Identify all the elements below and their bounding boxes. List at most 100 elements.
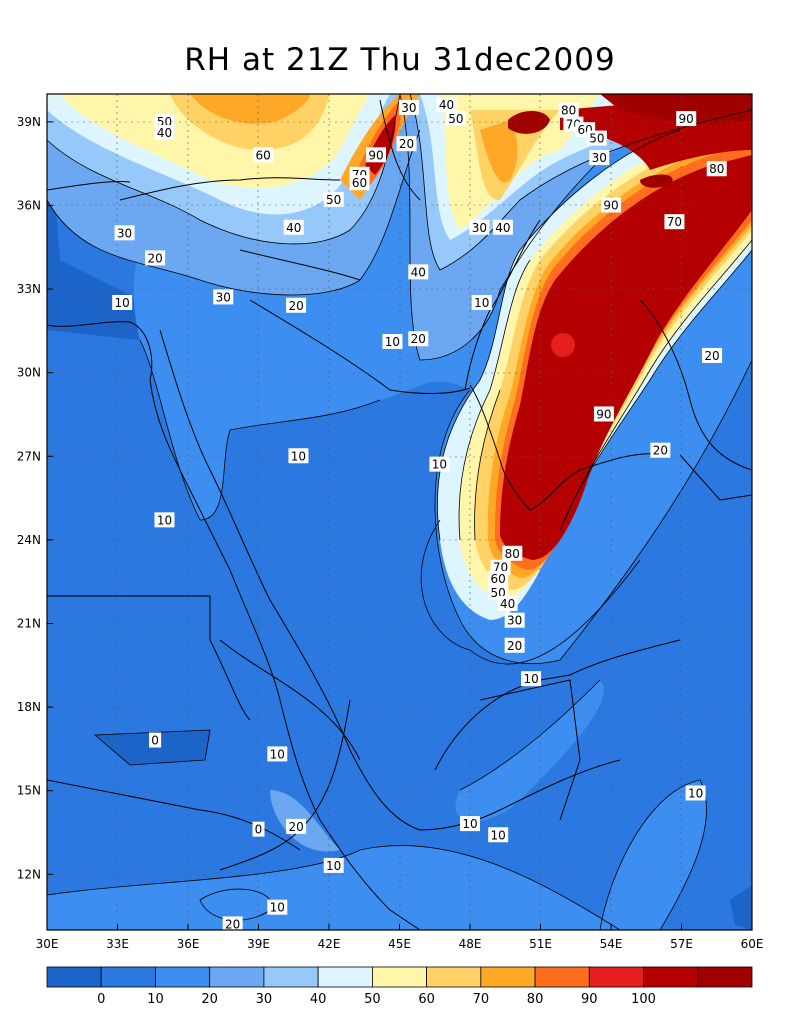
- contour-label-background: [288, 448, 309, 464]
- contour-label-background: [445, 111, 466, 127]
- contour-label: 50: [326, 193, 341, 207]
- x-tick-label: 51E: [529, 937, 552, 951]
- contour-label: 20: [288, 299, 303, 313]
- contour-label: 10: [474, 296, 489, 310]
- contour-label-background: [286, 297, 307, 313]
- contour-label: 10: [523, 672, 538, 686]
- contour-label-background: [492, 219, 513, 235]
- contour-label: 20: [653, 444, 668, 458]
- contour-label: 60: [491, 572, 506, 586]
- rh-region-0: [730, 885, 752, 930]
- rh-region-10-20: [47, 845, 620, 930]
- contour-label-background: [267, 899, 288, 915]
- rh-region-iran-100: [508, 111, 550, 134]
- contour-label-background: [460, 816, 480, 832]
- contour-label: 0: [255, 823, 263, 837]
- contour-label: 20: [704, 349, 719, 363]
- contour-label: 20: [288, 820, 303, 834]
- contour-label: 70: [667, 215, 682, 229]
- contour-label-background: [504, 612, 525, 628]
- rh-region-0: [47, 94, 140, 340]
- rh-region-70-80: [190, 94, 310, 124]
- colorbar-label: 60: [418, 992, 435, 1007]
- x-tick-label: 39E: [247, 937, 270, 951]
- colorbar-swatch: [209, 966, 265, 988]
- x-tick-label: 42E: [318, 937, 341, 951]
- contour-label-background: [685, 785, 706, 801]
- colorbar-label: 20: [201, 992, 218, 1007]
- colorbar-swatch: [100, 966, 156, 988]
- colorbar-label: 40: [310, 992, 327, 1007]
- colorbar-swatch: [46, 966, 102, 988]
- contour-label: 20: [507, 639, 522, 653]
- contour-label-background: [429, 456, 450, 472]
- contour-label: 20: [399, 137, 414, 151]
- chart-title: RH at 21Z Thu 31dec2009: [184, 42, 616, 78]
- contour-label-background: [398, 99, 419, 115]
- contour-label: 10: [291, 449, 306, 463]
- contour-label: 10: [385, 335, 400, 349]
- colorbar-swatch: [155, 966, 211, 988]
- contour-label: 30: [592, 151, 607, 165]
- contour-label: 30: [401, 101, 416, 115]
- contour-label-background: [267, 746, 288, 762]
- contour-label-background: [154, 125, 175, 141]
- contour-label-background: [408, 264, 429, 280]
- y-tick-label: 33N: [17, 282, 41, 296]
- colorbar-label: 90: [581, 992, 598, 1007]
- colorbar-swatch: [697, 966, 753, 988]
- x-tick-label: 30E: [36, 937, 59, 951]
- contour-label: 20: [411, 332, 426, 346]
- contour-label-background: [488, 570, 509, 586]
- contour-label: 10: [270, 747, 285, 761]
- y-tick-label: 15N: [17, 784, 41, 798]
- colorbar-label: 50: [364, 992, 381, 1007]
- contour-label-background: [222, 916, 243, 930]
- coastlines-and-borders: [47, 99, 752, 930]
- colorbar-label: 10: [147, 992, 164, 1007]
- contour-label-background: [154, 512, 175, 528]
- contour-label-background: [253, 147, 274, 163]
- colorbar-label: 100: [631, 992, 656, 1007]
- contour-label-background: [488, 827, 509, 843]
- y-tick-label: 39N: [17, 115, 41, 129]
- contour-label: 20: [147, 251, 162, 265]
- contour-label: 10: [432, 458, 447, 472]
- colorbar: 0 10 20 30 40 50 60 70 80 90 100: [46, 966, 753, 1007]
- rh-region-iran-100: [551, 333, 575, 357]
- contour-label: 40: [439, 98, 454, 112]
- contour-label: 80: [561, 104, 576, 118]
- rh-region-10-20: [455, 680, 604, 822]
- contour-label-background: [283, 219, 304, 235]
- y-tick-label: 36N: [17, 198, 41, 212]
- contour-label: 10: [115, 296, 130, 310]
- contour-label-background: [471, 295, 492, 310]
- contour-label-background: [504, 637, 525, 653]
- contour-label: 90: [368, 148, 383, 162]
- y-tick-label: 21N: [17, 616, 41, 630]
- contour-label-background: [601, 197, 621, 213]
- contour-label-background: [286, 818, 307, 834]
- contour-lines: [47, 94, 752, 930]
- contour-label: 80: [505, 547, 520, 561]
- contour-label: 30: [117, 226, 132, 240]
- y-tick-label: 24N: [17, 533, 41, 547]
- contour-label: 40: [286, 221, 301, 235]
- contour-label: 10: [462, 817, 477, 831]
- contour-label: 10: [491, 828, 506, 842]
- colorbar-label: 30: [256, 992, 273, 1007]
- x-axis-ticks: 30E 33E 36E 39E 42E 45E 48E 51E 54E 57E 60E: [36, 924, 764, 951]
- colorbar-label: 80: [527, 992, 544, 1007]
- contour-label: 30: [507, 614, 522, 628]
- contour-label-background: [366, 147, 386, 163]
- x-tick-label: 33E: [106, 937, 129, 951]
- rh-region-10-20: [600, 780, 707, 930]
- contour-label: 60: [256, 148, 271, 162]
- contour-label-background: [702, 347, 723, 363]
- contour-label-background: [213, 289, 234, 305]
- y-tick-label: 12N: [17, 867, 41, 881]
- x-tick-label: 60E: [741, 937, 764, 951]
- contour-label: 0: [151, 734, 159, 748]
- colorbar-swatch: [426, 966, 482, 988]
